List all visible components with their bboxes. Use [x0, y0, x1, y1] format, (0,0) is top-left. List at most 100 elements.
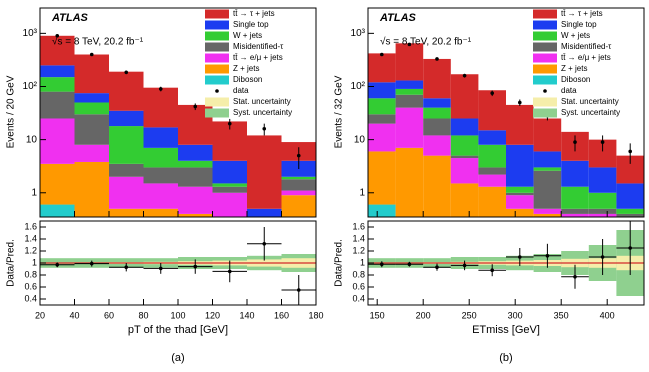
legend-label: tt̄ → e/μ + jets: [561, 53, 611, 62]
y-tick-label: 10³: [351, 28, 366, 39]
legend-swatch: [533, 108, 557, 118]
stack-segment: [281, 176, 316, 180]
stack-segment: [616, 208, 644, 214]
x-tick-label: 140: [239, 310, 254, 320]
stack-segment: [533, 167, 562, 171]
stack-segment: [395, 80, 424, 89]
ratio-point: [518, 255, 522, 259]
stack-segment: [395, 107, 424, 148]
ratio-point: [600, 255, 605, 259]
stack-segment: [109, 163, 144, 177]
stack-segment: [281, 190, 316, 196]
x-tick-label: 20: [35, 310, 45, 320]
ratio-y-tick-label: 0.6: [24, 281, 37, 291]
stack-segment: [506, 104, 534, 145]
stack-segment: [588, 167, 617, 193]
stack-segment: [478, 167, 506, 175]
stack-segment: [74, 114, 109, 145]
stack-segment: [143, 147, 178, 168]
stack-segment: [109, 208, 144, 217]
data-point: [89, 52, 94, 57]
stack-segment: [368, 123, 396, 152]
data-point: [600, 140, 605, 144]
stack-segment: [74, 144, 109, 162]
stack-segment: [74, 54, 109, 94]
data-point: [462, 73, 467, 78]
stack-segment: [212, 186, 247, 193]
stack-segment: [212, 160, 247, 184]
data-point: [490, 91, 495, 95]
stack-segment: [533, 118, 562, 152]
stack-segment: [478, 186, 506, 217]
legend-swatch: [205, 108, 229, 118]
ratio-point: [407, 262, 412, 267]
data-point: [124, 70, 129, 75]
stack-segment: [506, 192, 534, 196]
legend-swatch: [205, 75, 229, 85]
stack-segment: [423, 107, 451, 119]
stack-segment: [368, 82, 396, 99]
ratio-point: [545, 254, 550, 258]
ratio-point: [380, 262, 384, 267]
legend-label: Single top: [233, 20, 269, 29]
ratio-point: [55, 263, 60, 267]
ratio-y-tick-label: 1: [360, 257, 365, 267]
ratio-point: [227, 269, 232, 274]
legend-swatch: [533, 20, 557, 30]
legend-label: data: [233, 86, 249, 95]
legend-label: Diboson: [233, 75, 262, 84]
ratio-y-tick-label: 0.8: [24, 269, 37, 279]
ratio-point: [573, 275, 577, 279]
ratio-point: [296, 288, 301, 292]
y-tick-label: 10: [354, 134, 366, 145]
legend-swatch: [533, 64, 557, 74]
x-tick-label: 350: [554, 310, 569, 320]
caption: (b): [499, 352, 512, 364]
stack-segment: [178, 160, 213, 168]
stack-segment: [40, 77, 75, 92]
stack-segment: [178, 213, 213, 217]
x-tick-label: 120: [205, 310, 220, 320]
legend-label: Z + jets: [561, 64, 587, 73]
stack-segment: [178, 144, 213, 161]
legend-label: tt̄ → τ + jets: [233, 9, 275, 18]
data-point: [296, 153, 301, 158]
data-point: [380, 52, 384, 57]
legend-label: Stat. uncertainty: [233, 97, 291, 106]
stack-segment: [561, 186, 589, 209]
stack-segment: [212, 192, 247, 217]
ratio-point: [193, 264, 198, 269]
x-tick-label: 400: [600, 310, 615, 320]
stack-segment: [395, 88, 424, 95]
stack-segment: [561, 208, 589, 214]
data-point: [193, 104, 198, 109]
ratio-y-tick-label: 1.2: [24, 245, 37, 255]
x-tick-label: 80: [138, 310, 148, 320]
data-point: [158, 87, 163, 91]
stack-segment: [368, 98, 396, 115]
legend-swatch: [533, 75, 557, 85]
ratio-point: [628, 246, 632, 250]
legend-label: Syst. uncertainty: [233, 108, 292, 117]
stack-segment: [109, 71, 144, 111]
ratio-y-tick-label: 1.4: [24, 233, 37, 243]
ratio-y-tick-label: 1.6: [352, 221, 365, 231]
y-tick-label: 1: [359, 187, 365, 198]
stack-segment: [281, 179, 316, 191]
y-axis-label: Events / 20 GeV: [6, 75, 17, 148]
stack-segment: [478, 130, 506, 145]
stack-segment: [423, 118, 451, 136]
stack-segment: [506, 186, 534, 193]
stack-segment: [533, 151, 562, 168]
stack-segment: [450, 155, 479, 159]
legend-label: Misidentified-τ: [561, 42, 612, 51]
plot-frame: [367, 7, 645, 218]
stack-segment: [423, 58, 451, 99]
data-point: [573, 140, 577, 144]
stack-segment: [561, 160, 589, 187]
legend-swatch: [205, 53, 229, 63]
stack-segment: [616, 213, 644, 217]
data-point: [628, 149, 632, 154]
stack-segment: [533, 170, 562, 209]
